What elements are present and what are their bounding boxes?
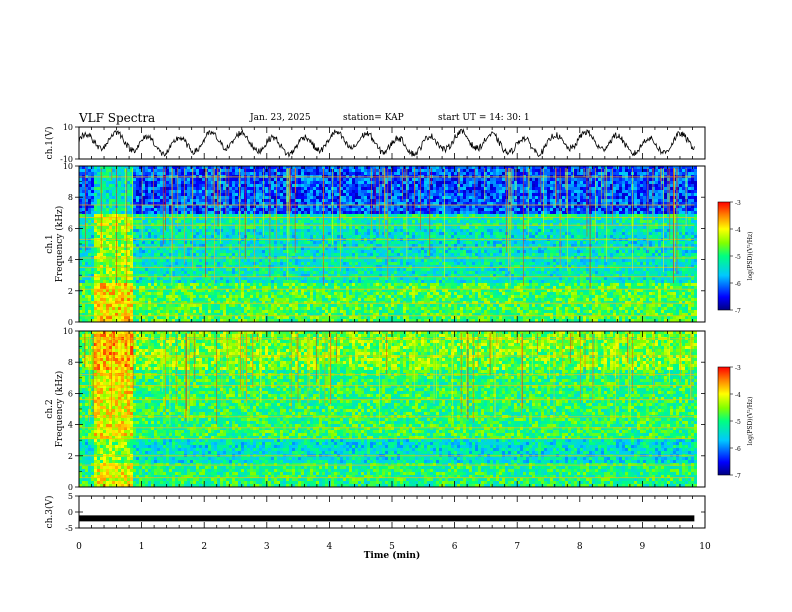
colorbar xyxy=(717,201,731,311)
colorbar xyxy=(717,366,731,476)
y-tick-label: 10 xyxy=(63,123,73,132)
spectrogram-ch2 xyxy=(78,331,697,487)
colorbar-tick-label: -5 xyxy=(735,254,741,261)
start-time-label: start UT = 14: 30: 1 xyxy=(438,113,530,123)
y-tick-label: 10 xyxy=(63,162,73,171)
ch1-waveform xyxy=(78,128,695,158)
channel-label: ch.1 xyxy=(45,234,55,253)
colorbar-tick-label: -7 xyxy=(735,473,741,480)
x-tick-label: 0 xyxy=(76,542,82,552)
y-tick-label: 4 xyxy=(68,421,73,430)
y-tick-label: 0 xyxy=(68,508,73,517)
colorbar-tick-label: -4 xyxy=(735,227,741,234)
colorbar-tick-label: -7 xyxy=(735,308,741,315)
x-tick-label: 10 xyxy=(699,542,711,552)
chart-title: VLF Spectra xyxy=(79,111,155,125)
y-tick-label: 4 xyxy=(68,256,73,265)
colorbar-label: log(PSD)(V²/Hz) xyxy=(747,397,754,446)
y-tick-label: 6 xyxy=(68,224,73,233)
y-axis-label: ch.3(V) xyxy=(44,496,55,529)
spectrogram-ch1 xyxy=(79,166,697,322)
y-tick-label: 8 xyxy=(68,358,73,367)
x-tick-label: 8 xyxy=(577,542,583,552)
y-tick-label: 10 xyxy=(63,327,73,336)
y-axis-label: Frequency (kHz) xyxy=(54,371,65,448)
y-tick-label: 2 xyxy=(68,287,73,296)
y-tick-label: 5 xyxy=(68,492,73,501)
y-axis-label: Frequency (kHz) xyxy=(54,206,65,283)
y-tick-label: -5 xyxy=(65,524,73,533)
colorbar-tick-label: -3 xyxy=(735,200,741,207)
x-tick-label: 1 xyxy=(139,542,145,552)
x-tick-label: 2 xyxy=(201,542,207,552)
colorbar-tick-label: -5 xyxy=(735,419,741,426)
x-tick-label: 6 xyxy=(452,542,458,552)
colorbar-label: log(PSD)(V²/Hz) xyxy=(747,232,754,281)
y-tick-label: 0 xyxy=(68,483,73,492)
y-tick-label: 8 xyxy=(68,193,73,202)
y-tick-label: 6 xyxy=(68,389,73,398)
x-tick-label: 5 xyxy=(389,542,395,552)
x-tick-label: 9 xyxy=(640,542,646,552)
y-tick-label: 0 xyxy=(68,318,73,327)
channel-label: ch.2 xyxy=(45,399,55,418)
x-axis-label: Time (min) xyxy=(364,550,421,561)
x-tick-label: 4 xyxy=(327,542,333,552)
colorbar-tick-label: -6 xyxy=(735,446,741,453)
colorbar-tick-label: -4 xyxy=(735,392,741,399)
station-label: station= KAP xyxy=(343,113,404,123)
colorbar-tick-label: -6 xyxy=(735,281,741,288)
x-tick-label: 3 xyxy=(264,542,270,552)
y-tick-label: 2 xyxy=(68,452,73,461)
x-tick-label: 7 xyxy=(514,542,520,552)
colorbar-tick-label: -3 xyxy=(735,365,741,372)
y-tick-label: -10 xyxy=(60,155,73,164)
y-axis-label: ch.1(V) xyxy=(44,127,55,160)
date-label: Jan. 23, 2025 xyxy=(250,113,311,123)
